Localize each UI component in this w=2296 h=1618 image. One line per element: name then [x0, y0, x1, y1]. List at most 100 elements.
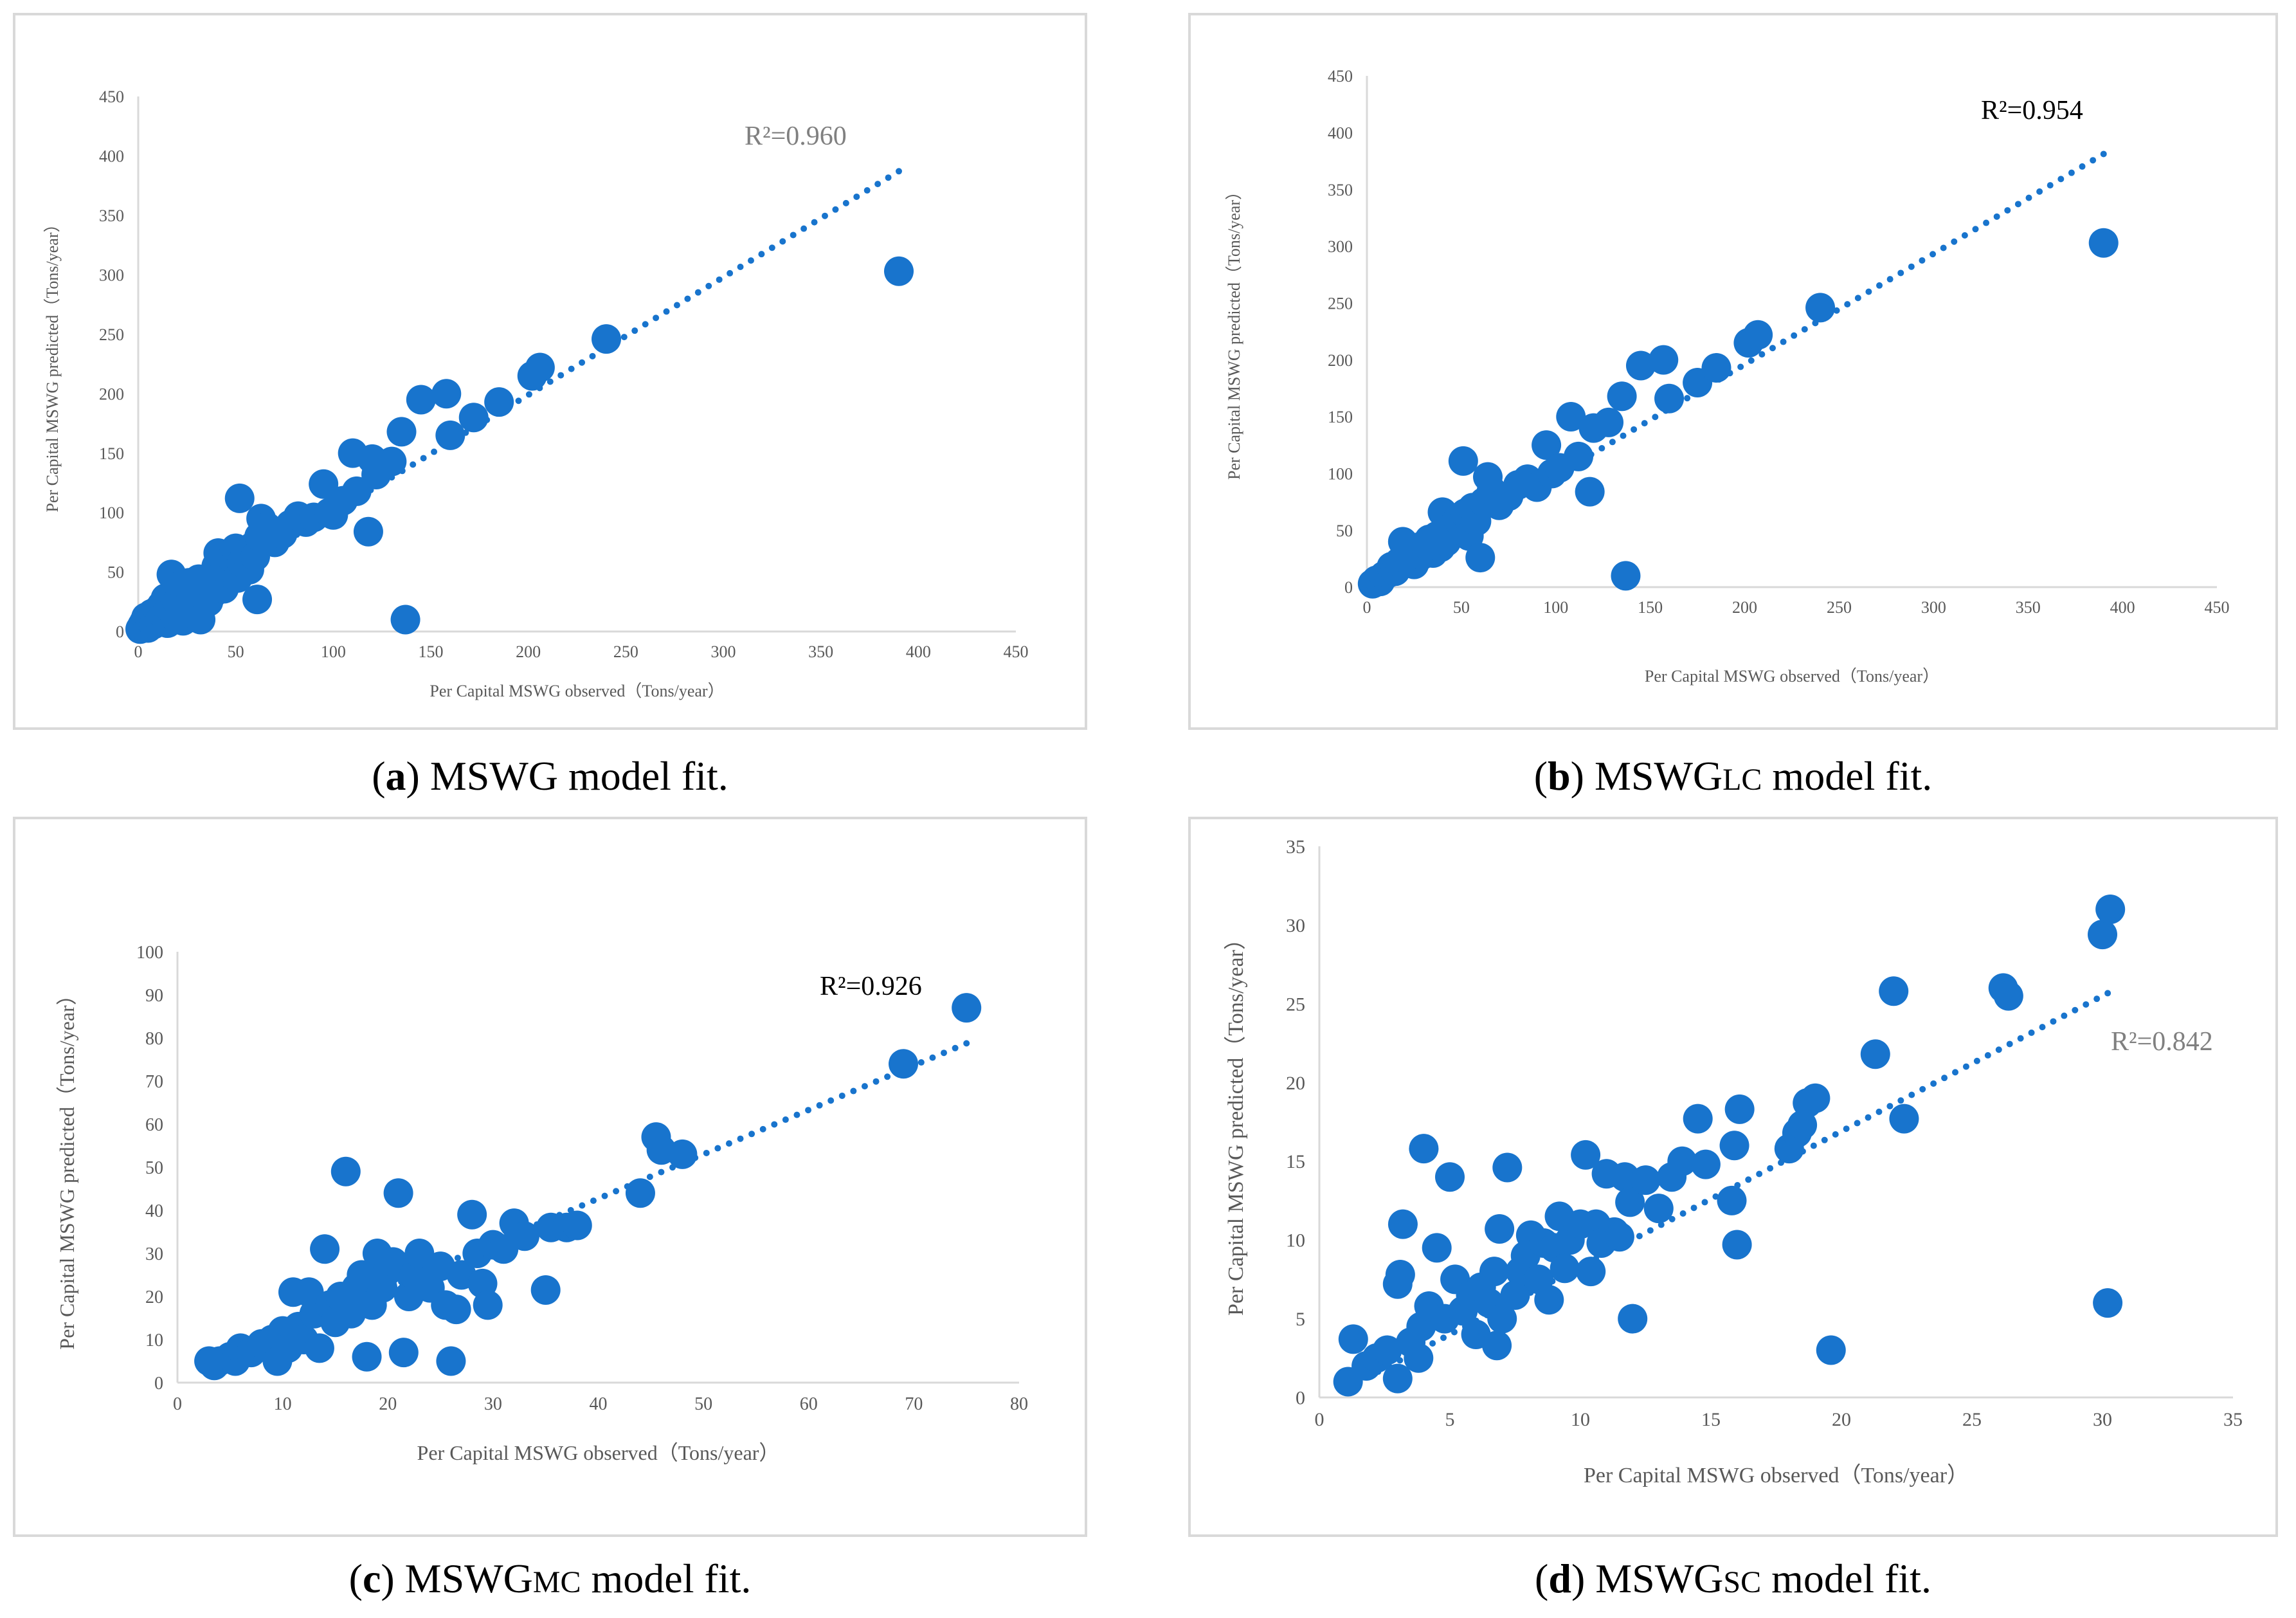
trendline-dot — [2083, 1001, 2090, 1008]
trendline-dot — [1832, 1131, 1839, 1138]
trendline-dot — [2004, 207, 2011, 214]
trendline-dot — [842, 199, 849, 206]
x-tick-label: 300 — [711, 642, 736, 661]
trendline-dot — [1962, 1063, 1969, 1070]
trendline-dot — [759, 1125, 766, 1132]
trendline-dot — [694, 289, 701, 296]
x-tick-label: 0 — [134, 642, 143, 661]
y-tick-label: 400 — [1328, 123, 1353, 142]
trendline-dot — [1876, 282, 1883, 289]
trendline-dot — [737, 264, 744, 271]
trendline-dot — [454, 1255, 461, 1262]
data-point — [1816, 1335, 1846, 1365]
trendline-dot — [1737, 363, 1744, 370]
data-point — [1800, 1083, 1830, 1113]
data-point — [1604, 1222, 1634, 1252]
trendline-dot — [1833, 307, 1840, 314]
trendline-dot — [2036, 188, 2043, 195]
x-tick-label: 70 — [905, 1394, 923, 1414]
trendline-dot — [1886, 276, 1894, 283]
r-squared-label: R²=0.960 — [745, 122, 847, 151]
x-tick-label: 50 — [1453, 598, 1470, 617]
trendline-dot — [2039, 1024, 2046, 1031]
data-point — [352, 1341, 382, 1372]
data-point — [377, 446, 407, 477]
trendline-dot — [816, 1102, 823, 1109]
caption-b-post: model fit. — [1762, 753, 1933, 799]
data-point — [1422, 1233, 1452, 1263]
trendline-dot — [663, 308, 670, 315]
trendline-dot — [1973, 1057, 1980, 1064]
data-point — [2093, 1288, 2123, 1318]
trendline-dot — [1652, 414, 1659, 421]
trendline-dot — [1844, 301, 1851, 308]
caption-a-letter: a — [385, 753, 406, 799]
data-point — [1435, 1162, 1465, 1192]
y-tick-label: 20 — [1286, 1073, 1305, 1094]
trendline-dot — [1876, 1108, 1883, 1115]
chart-a: 0 50 100 150 200 250 300 350 400 450 0 50 100 150 200 2… — [13, 13, 1087, 730]
trendline-dot — [963, 1040, 970, 1047]
data-point — [1534, 1285, 1564, 1315]
data-point — [1743, 320, 1773, 350]
x-tick-label: 15 — [1701, 1409, 1721, 1430]
y-tick-label: 100 — [136, 943, 163, 963]
trendline-dot — [2061, 1012, 2068, 1019]
y-tick-label: 35 — [1286, 837, 1305, 858]
y-tick-label: 200 — [99, 385, 124, 403]
data-point — [484, 387, 514, 417]
data-point — [1717, 1185, 1747, 1215]
data-point — [473, 1290, 503, 1320]
x-tick-label: 30 — [2093, 1409, 2112, 1430]
trendline-dot — [2050, 1018, 2057, 1025]
x-tick-label: 35 — [2223, 1409, 2243, 1430]
x-tick-label: 10 — [1571, 1409, 1590, 1430]
y-tick-label: 40 — [145, 1201, 163, 1221]
caption-a: (a) MSWG model fit. — [372, 753, 728, 799]
data-point — [625, 1178, 655, 1208]
data-point — [1409, 1134, 1439, 1164]
data-point — [1615, 1187, 1645, 1217]
trendline-dot — [790, 232, 797, 239]
y-tick-label: 0 — [1344, 578, 1353, 597]
trendline-dot — [929, 1054, 936, 1061]
data-point — [1482, 1331, 1512, 1361]
trendline-dot — [642, 321, 649, 328]
data-point — [1594, 407, 1624, 437]
chart-a-panel: 0 50 100 150 200 250 300 350 400 450 0 50 100 150 200 2… — [13, 13, 1087, 730]
y-tick-label: 20 — [145, 1287, 163, 1307]
trendline-dot — [874, 181, 881, 188]
data-point — [1372, 1335, 1402, 1365]
trendline-dot — [838, 1092, 845, 1099]
trendline-dot — [2025, 194, 2032, 201]
x-tick-label: 0 — [173, 1394, 182, 1414]
data-point — [1787, 1110, 1818, 1140]
y-tick-label: 250 — [99, 325, 124, 344]
y-tick-label: 300 — [1328, 237, 1353, 256]
trendline-dot — [1631, 426, 1638, 433]
trendline-dot — [515, 397, 522, 404]
x-tick-label: 50 — [228, 642, 244, 661]
trendline-dot — [1684, 395, 1691, 402]
data-point — [525, 352, 555, 383]
trendline-dot — [1897, 269, 1904, 277]
trendline-dot — [2006, 1041, 2013, 1048]
trendline-dot — [714, 1145, 721, 1152]
trendline-dot — [1908, 263, 1915, 270]
data-point — [242, 585, 273, 615]
x-tick-label: 350 — [2016, 598, 2041, 617]
trendline-dot — [885, 174, 892, 181]
data-point — [1889, 1104, 1919, 1134]
trendline-dot — [853, 193, 860, 200]
caption-c-letter: c — [362, 1556, 381, 1601]
data-point — [1719, 1131, 1749, 1161]
x-tick-label: 0 — [1363, 598, 1371, 617]
data-point — [390, 604, 420, 635]
trendline-dot — [1636, 1233, 1643, 1240]
caption-d-sub: SC — [1723, 1565, 1762, 1599]
y-tick-label: 5 — [1296, 1309, 1305, 1330]
data-point — [1338, 1324, 1368, 1354]
trendline-dot — [821, 212, 828, 219]
data-point — [1631, 1165, 1661, 1195]
caption-d-pre: MSWG — [1595, 1556, 1724, 1601]
